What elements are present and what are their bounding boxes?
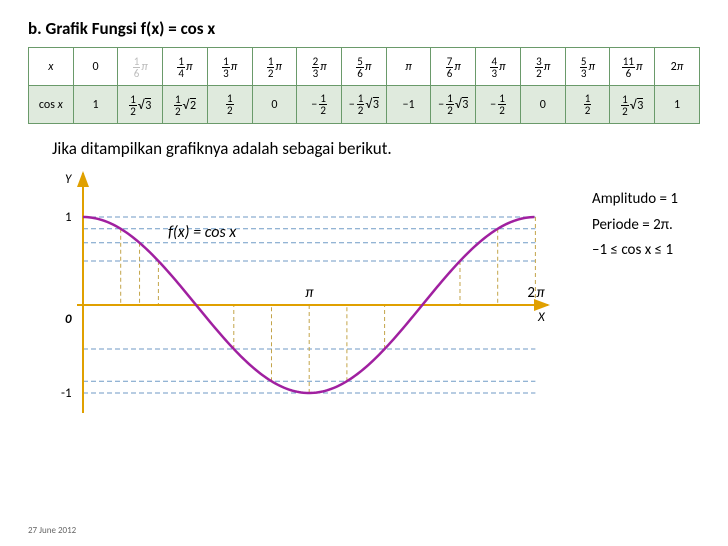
x-cell: 23π [297,48,342,86]
cos-cell: 1 [655,86,700,124]
x-cell: 12π [252,48,297,86]
graph-annotations: Amplitudo = 1 Periode = 2π. –1 ≤ cos x ≤… [592,187,678,264]
cos-cell: 12√2 [163,86,208,124]
x-cell: 116π [610,48,655,86]
cos-cell: 0 [252,86,297,124]
amplitude-label: Amplitudo = 1 [592,187,678,213]
graph-area: YX01-1π2π f(x) = cos x Amplitudo = 1 Per… [28,165,698,425]
svg-text:X: X [537,310,546,325]
svg-text:2: 2 [527,284,535,302]
x-cell: 43π [476,48,521,86]
period-label: Periode = 2π. [592,213,678,239]
x-cell: 53π [565,48,610,86]
cos-cell: −12 [476,86,521,124]
function-label: f(x) = cos x [168,223,236,242]
table-row-cos: cos x 1 12√3 12√2 12 0 −12 −12√3 −1 −12√… [29,86,700,124]
x-cell: 14π [163,48,208,86]
value-table: x 0 16π 14π 13π 12π 23π 56π π 76π 43π 32… [28,47,700,124]
cos-cell: 0 [520,86,565,124]
cos-cell: −12√3 [431,86,476,124]
x-header: x [29,48,74,86]
graph-caption: Jika ditampilkan grafiknya adalah sebaga… [52,138,700,159]
table-row-x: x 0 16π 14π 13π 12π 23π 56π π 76π 43π 32… [29,48,700,86]
cos-cell: 12 [207,86,252,124]
x-cell: 0 [73,48,118,86]
svg-text:π: π [536,284,545,302]
x-cell: 76π [431,48,476,86]
x-cell: 56π [342,48,387,86]
cos-cell: 1 [73,86,118,124]
footer-date: 27 June 2012 [28,525,76,536]
cos-cell: −1 [386,86,431,124]
x-cell: 32π [520,48,565,86]
range-label: –1 ≤ cos x ≤ 1 [592,238,678,264]
cos-cell: 12√3 [610,86,655,124]
x-cell: 2π [655,48,700,86]
svg-text:Y: Y [65,172,73,187]
cos-cell: −12√3 [342,86,387,124]
cos-cell: −12 [297,86,342,124]
cos-cell: 12 [565,86,610,124]
svg-text:0: 0 [65,312,72,327]
x-cell: π [386,48,431,86]
x-cell: 13π [207,48,252,86]
page-title: b. Grafik Fungsi f(x) = cos x [28,18,700,39]
cos-header: cos x [29,86,74,124]
svg-text:-1: -1 [61,386,72,401]
x-cell: 16π [118,48,163,86]
cos-cell: 12√3 [118,86,163,124]
svg-text:π: π [305,284,314,302]
svg-text:1: 1 [65,210,72,225]
